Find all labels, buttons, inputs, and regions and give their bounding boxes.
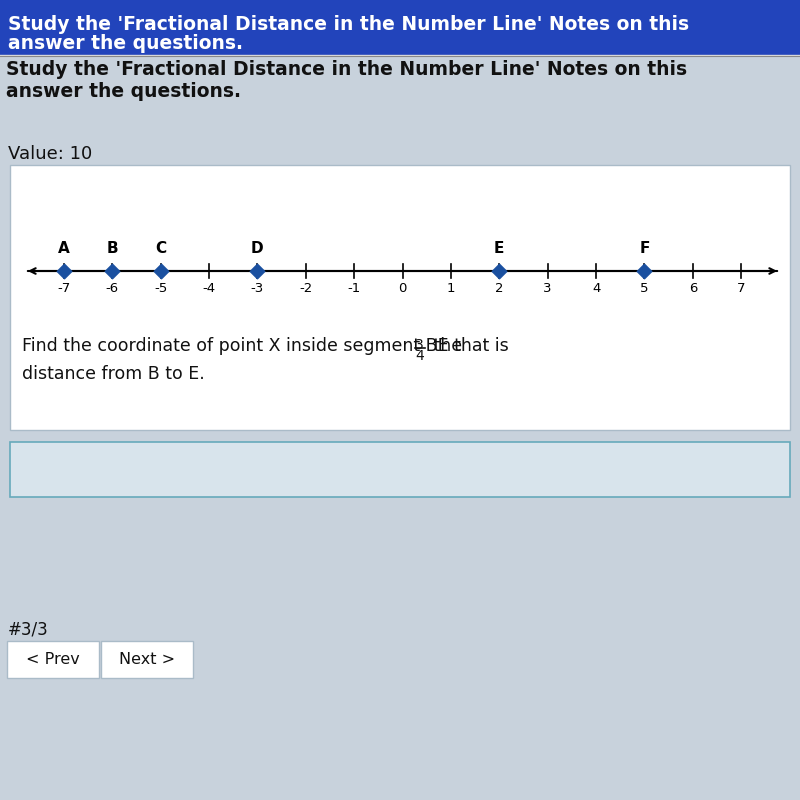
Text: -3: -3 [250, 282, 264, 295]
Text: 4: 4 [592, 282, 600, 295]
FancyBboxPatch shape [7, 641, 99, 678]
Text: < Prev: < Prev [26, 652, 80, 667]
Text: A: A [58, 241, 70, 256]
Text: -4: -4 [202, 282, 215, 295]
FancyBboxPatch shape [10, 165, 790, 430]
Text: Find the coordinate of point X inside segment BE that is: Find the coordinate of point X inside se… [22, 338, 514, 355]
Text: 3: 3 [415, 338, 424, 352]
Text: Next >: Next > [119, 652, 175, 667]
FancyBboxPatch shape [101, 641, 193, 678]
Text: 2: 2 [495, 282, 503, 295]
Text: distance from B to E.: distance from B to E. [22, 366, 205, 383]
Text: 0: 0 [398, 282, 406, 295]
Text: 7: 7 [737, 282, 746, 295]
Text: 3: 3 [543, 282, 552, 295]
Text: answer the questions.: answer the questions. [6, 82, 241, 101]
Point [58, 265, 70, 278]
Text: #3/3: #3/3 [8, 620, 49, 638]
Text: C: C [155, 241, 166, 256]
Text: B: B [106, 241, 118, 256]
Point [251, 265, 264, 278]
Text: E: E [494, 241, 505, 256]
Text: -1: -1 [347, 282, 361, 295]
Text: -6: -6 [106, 282, 118, 295]
Text: Study the 'Fractional Distance in the Number Line' Notes on this: Study the 'Fractional Distance in the Nu… [6, 60, 687, 79]
Point [106, 265, 118, 278]
Text: F: F [639, 241, 650, 256]
Point [154, 265, 167, 278]
Text: -2: -2 [299, 282, 312, 295]
Text: -5: -5 [154, 282, 167, 295]
Text: the: the [428, 338, 462, 355]
Text: Value: 10: Value: 10 [8, 145, 92, 163]
Point [638, 265, 651, 278]
Point [493, 265, 506, 278]
Text: -7: -7 [57, 282, 70, 295]
Text: 4: 4 [415, 350, 424, 363]
FancyBboxPatch shape [10, 442, 790, 497]
Bar [0, 0, 800, 55]
Text: D: D [251, 241, 264, 256]
Text: 1: 1 [446, 282, 455, 295]
Text: 5: 5 [640, 282, 649, 295]
Text: answer the questions.: answer the questions. [8, 34, 243, 54]
Text: 6: 6 [689, 282, 697, 295]
Text: Study the 'Fractional Distance in the Number Line' Notes on this: Study the 'Fractional Distance in the Nu… [8, 15, 689, 34]
